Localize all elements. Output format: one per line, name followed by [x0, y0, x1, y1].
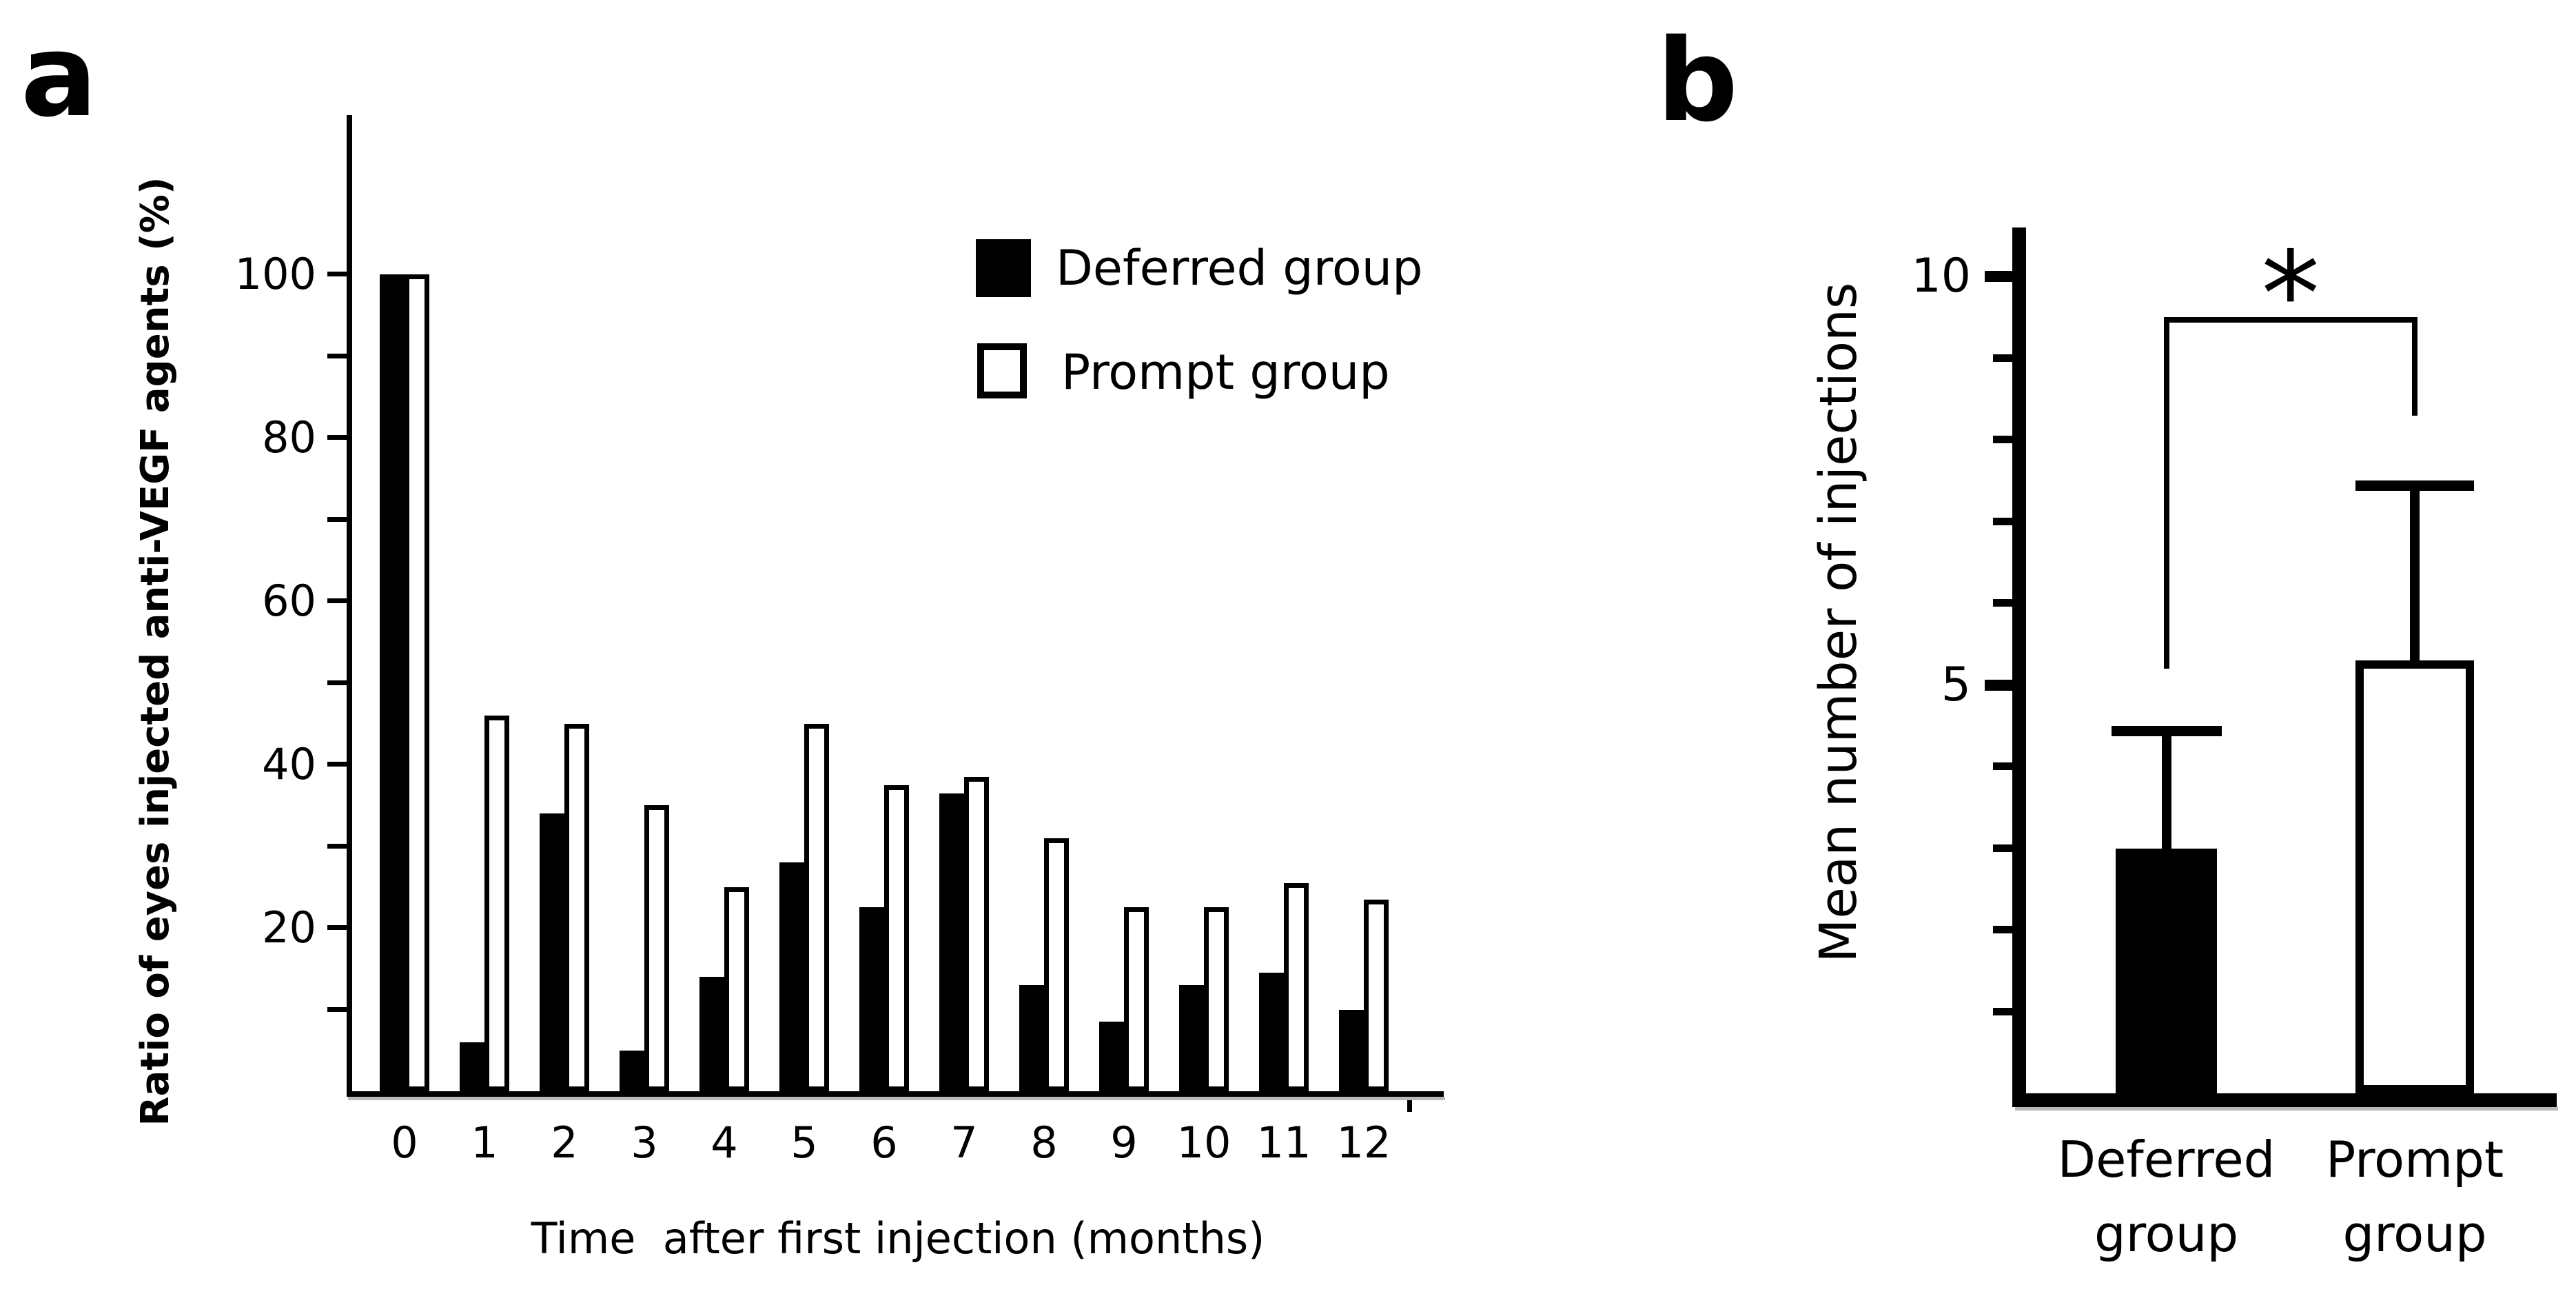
bar-deferred-month-7: [939, 793, 964, 1091]
x-axis-end-tick: [1407, 1097, 1412, 1112]
significance-bracket-left-leg: [2163, 323, 2169, 669]
bar-deferred-month-10: [1179, 984, 1204, 1091]
bar-prompt-month-2: [564, 723, 589, 1091]
significance-asterisk: *: [2261, 227, 2320, 363]
category-label-line: group: [2094, 1205, 2239, 1263]
y-tick-label-20: 20: [262, 902, 316, 953]
x-tick-label-11: 11: [1256, 1117, 1311, 1168]
bar-deferred-month-6: [859, 907, 884, 1091]
y-axis-tick-7: [1993, 517, 2026, 525]
bar-prompt-month-1: [484, 715, 509, 1091]
panel-b-plot-area: 5 10 *: [1911, 227, 2557, 1107]
bar-prompt-month-0: [405, 274, 429, 1091]
y-axis-tick-100: [327, 272, 352, 277]
category-label-line: group: [2342, 1205, 2487, 1263]
y-tick-label-80: 80: [262, 412, 316, 463]
y-axis-tick-10: [327, 1006, 352, 1012]
y-axis-tick-6: [1993, 599, 2026, 607]
y-axis-tick-70: [327, 516, 352, 522]
bar-prompt-month-11: [1284, 882, 1309, 1091]
category-label-deferred: Deferred group: [2029, 1122, 2304, 1271]
error-bar-stem-prompt: [2410, 480, 2420, 667]
error-bar-cap-deferred: [2111, 725, 2222, 736]
bar-prompt: [2355, 660, 2474, 1093]
panel-a-plot-area: 20 40 60 80 100 0 1 2 3 4 5 6 7 8 9 10 11 12: [235, 115, 1444, 1168]
x-tick-label-7: 7: [950, 1117, 978, 1168]
bar-deferred-month-9: [1099, 1022, 1124, 1091]
error-bar-stem-deferred: [2161, 725, 2171, 855]
bar-prompt-month-10: [1204, 907, 1229, 1091]
y-axis-tick-8: [1993, 436, 2026, 444]
bar-deferred-month-8: [1019, 984, 1044, 1091]
bar-deferred-month-11: [1259, 973, 1284, 1091]
bar-deferred-month-2: [540, 813, 564, 1091]
bar-deferred-month-3: [620, 1050, 644, 1091]
x-tick-label-10: 10: [1176, 1117, 1231, 1168]
y-tick-label-5: 5: [1941, 657, 1971, 712]
panel-b-label: b: [1657, 14, 1739, 147]
bar-prompt-month-7: [964, 776, 989, 1091]
y-axis-tick-9: [1993, 354, 2026, 362]
bar-prompt-month-3: [644, 805, 669, 1091]
error-bar-cap-prompt: [2355, 480, 2474, 492]
bar-prompt-month-6: [884, 784, 909, 1091]
bar-deferred-month-12: [1339, 1009, 1364, 1091]
panel-a-label: a: [21, 10, 98, 142]
x-tick-label-6: 6: [870, 1117, 898, 1168]
x-tick-label-4: 4: [711, 1117, 738, 1168]
category-label-prompt: Prompt group: [2277, 1122, 2553, 1271]
category-label-line: Prompt: [2325, 1131, 2504, 1188]
y-axis-tick-90: [327, 353, 352, 358]
bar-prompt-month-5: [804, 723, 829, 1091]
y-axis-tick-10: [1985, 271, 2026, 283]
x-tick-label-0: 0: [391, 1117, 418, 1168]
x-tick-label-2: 2: [551, 1117, 578, 1168]
y-axis-tick-60: [327, 598, 352, 604]
y-tick-label-40: 40: [262, 739, 316, 790]
y-tick-label-10: 10: [1911, 249, 1971, 304]
x-tick-label-9: 9: [1110, 1117, 1138, 1168]
panel-a-x-axis-title: Time after first injection (months): [531, 1213, 1265, 1264]
y-tick-label-60: 60: [262, 576, 316, 627]
panel-b-y-axis-title: Mean number of injections: [1809, 282, 1868, 963]
y-tick-label-100: 100: [234, 249, 316, 300]
bar-deferred-month-5: [779, 862, 804, 1091]
bar-prompt-month-9: [1124, 907, 1149, 1091]
y-axis-tick-80: [327, 435, 352, 441]
bar-deferred: [2116, 848, 2217, 1093]
significance-bracket-right-leg: [2412, 323, 2417, 416]
x-tick-label-8: 8: [1030, 1117, 1058, 1168]
x-tick-label-3: 3: [631, 1117, 658, 1168]
y-axis-tick-30: [327, 843, 352, 849]
axis-shadow: [348, 1097, 1445, 1100]
y-axis-tick-50: [327, 680, 352, 685]
y-axis-tick-1: [1993, 1007, 2026, 1015]
x-tick-label-5: 5: [790, 1117, 818, 1168]
bar-prompt-month-12: [1364, 899, 1389, 1091]
bar-deferred-month-0: [380, 274, 405, 1091]
bar-prompt-month-4: [724, 887, 749, 1091]
bar-deferred-month-1: [460, 1042, 484, 1091]
y-axis-tick-3: [1993, 844, 2026, 852]
bar-deferred-month-4: [699, 977, 724, 1091]
y-axis-tick-40: [327, 762, 352, 767]
category-label-line: Deferred: [2057, 1131, 2276, 1188]
y-axis-tick-5: [1985, 679, 2026, 691]
significance-bracket-bar: [2163, 317, 2417, 323]
bar-prompt-month-8: [1044, 838, 1069, 1091]
x-tick-label-1: 1: [471, 1117, 498, 1168]
axis-shadow: [2015, 1107, 2558, 1111]
y-axis-tick-20: [327, 925, 352, 931]
y-axis-tick-2: [1993, 926, 2026, 934]
y-axis-tick-4: [1993, 762, 2026, 771]
x-tick-label-12: 12: [1336, 1117, 1391, 1168]
